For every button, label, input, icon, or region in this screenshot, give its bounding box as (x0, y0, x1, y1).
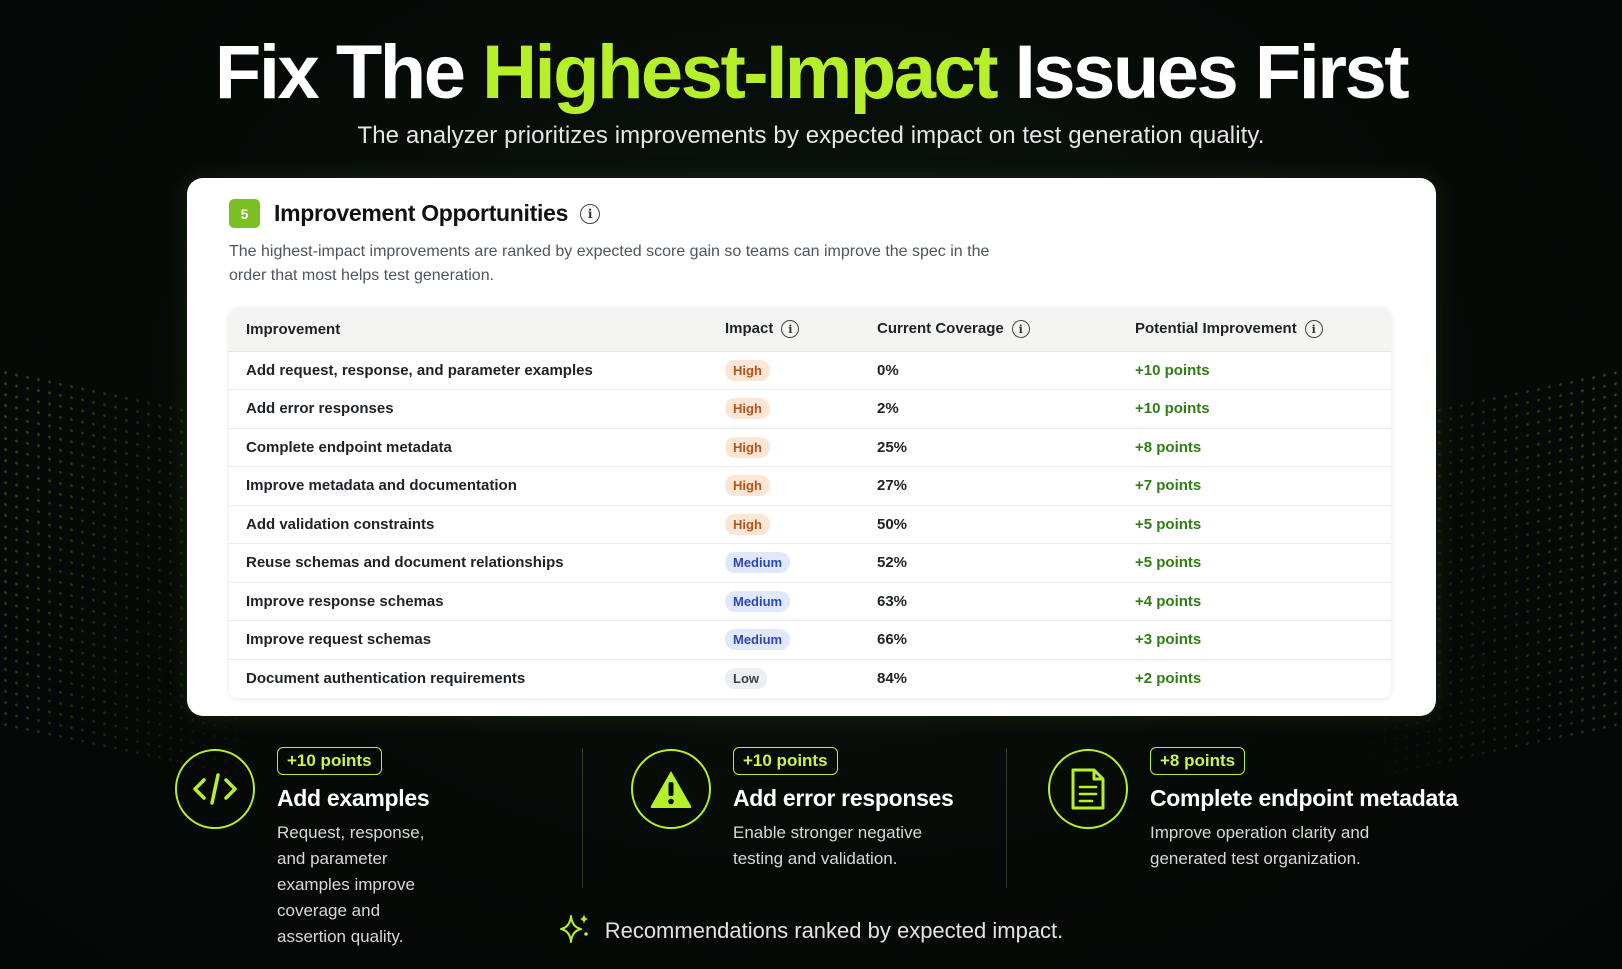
points-badge: +10 points (733, 747, 838, 775)
impact-badge: High (725, 475, 770, 497)
cell-potential: +3 points (1118, 620, 1391, 660)
points-badge: +8 points (1150, 747, 1246, 775)
table-row: Improve metadata and documentation High 27… (229, 466, 1391, 506)
cell-improvement: Add error responses (229, 389, 708, 429)
table-body: Add request, response, and parameter exa… (229, 351, 1391, 698)
points-badge: +10 points (277, 747, 382, 775)
hero-title-pre: Fix The (214, 30, 483, 115)
feature-divider (1006, 748, 1007, 888)
cell-improvement: Improve response schemas (229, 582, 708, 621)
impact-badge: Medium (725, 590, 791, 612)
sparkles-icon (559, 912, 591, 949)
cell-impact: High (708, 389, 860, 429)
section-number-badge: 5 (229, 199, 260, 228)
cell-improvement: Reuse schemas and document relationships (229, 543, 708, 583)
cell-potential: +10 points (1118, 351, 1391, 390)
impact-badge: High (725, 359, 770, 381)
feature-title: Add error responses (733, 785, 954, 811)
cell-coverage: 63% (860, 582, 1118, 621)
table-row: Improve request schemas Medium 66% +3 point… (229, 620, 1391, 660)
cell-improvement: Improve metadata and documentation (229, 466, 708, 506)
cell-coverage: 52% (860, 543, 1118, 583)
header-impact: Impact i (708, 308, 860, 352)
table-header-row: Improvement Impact i Current Coverage i Po… (229, 308, 1391, 352)
cell-coverage: 84% (877, 670, 908, 687)
opportunities-table: Improvement Impact i Current Coverage i Po… (229, 308, 1391, 698)
cell-improvement: Improve request schemas (229, 620, 708, 660)
cell-potential: +5 points (1118, 505, 1391, 544)
cell-impact: Medium (708, 620, 860, 660)
hero-subtitle: The analyzer prioritizes improvements by… (357, 122, 1265, 149)
cell-impact: Medium (708, 582, 860, 621)
header-potential: Potential Improvement i (1118, 308, 1391, 352)
header-improvement: Improvement (229, 308, 708, 352)
feature-title: Add examples (277, 785, 430, 811)
table-row: Complete endpoint metadata High 25% +8 poin… (229, 428, 1391, 467)
header-coverage: Current Coverage i (860, 308, 1118, 352)
cell-impact: Medium (708, 543, 860, 583)
cell-potential: +4 points (1118, 582, 1391, 621)
cell-coverage: 50% (860, 505, 1118, 544)
impact-badge: Medium (725, 629, 791, 651)
footer: Recommendations ranked by expected impac… (0, 912, 1622, 949)
cell-impact: High (708, 505, 860, 544)
cell-potential: +5 points (1118, 543, 1391, 583)
feature-divider (582, 748, 583, 888)
impact-badge: Medium (725, 552, 791, 574)
warning-icon (631, 749, 711, 829)
cell-impact: Low (708, 659, 860, 698)
table-row: Improve response schemas Medium 63% +4 poin… (229, 582, 1391, 621)
code-icon (175, 749, 255, 829)
table-row: Add error responses High 2% +10 points (229, 389, 1391, 429)
cell-improvement: Document authentication requirements (246, 670, 526, 687)
cell-impact: High (708, 466, 860, 506)
cell-impact: High (708, 428, 860, 467)
hero-title: Fix The Highest-Impact Issues First (0, 28, 1622, 118)
feature-description: Request, response, and parameter example… (277, 823, 425, 946)
impact-badge: High (725, 513, 770, 535)
cell-potential: +8 points (1118, 428, 1391, 467)
cell-potential: +2 points (1135, 670, 1202, 687)
impact-badge: High (725, 436, 770, 458)
impact-badge: High (725, 398, 770, 420)
cell-improvement: Complete endpoint metadata (229, 428, 708, 467)
feature-title: Complete endpoint metadata (1150, 785, 1458, 811)
info-icon[interactable]: i (1304, 320, 1323, 339)
cell-potential: +10 points (1118, 389, 1391, 429)
cell-coverage: 2% (860, 389, 1118, 429)
hero-title-accent: Highest-Impact (482, 30, 998, 115)
hero-title-post: Issues First (996, 30, 1410, 115)
table-row: Reuse schemas and document relationships… (229, 543, 1391, 583)
cell-potential: +7 points (1118, 466, 1391, 506)
cell-coverage: 27% (860, 466, 1118, 506)
cell-improvement: Add validation constraints (229, 505, 708, 544)
table-row: Document authentication requirements Low 8… (229, 659, 1391, 698)
footer-text: Recommendations ranked by expected impac… (604, 917, 1064, 943)
cell-coverage: 0% (860, 351, 1118, 390)
info-icon[interactable]: i (1011, 320, 1030, 339)
info-icon[interactable]: i (580, 203, 601, 224)
table-row: Add request, response, and parameter exa… (229, 351, 1391, 390)
feature-description: Enable stronger negative testing and val… (733, 823, 923, 868)
cell-coverage: 66% (860, 620, 1118, 660)
card-title: Improvement Opportunities (274, 200, 569, 226)
improvement-card: 5 Improvement Opportunities i The highes… (187, 178, 1436, 716)
info-icon[interactable]: i (781, 320, 800, 339)
feature-description: Improve operation clarity and generated … (1150, 823, 1370, 868)
card-description: The highest-impact improvements are rank… (229, 243, 990, 284)
cell-coverage: 25% (860, 428, 1118, 467)
document-icon (1048, 749, 1128, 829)
cell-impact: High (708, 351, 860, 390)
cell-improvement: Add request, response, and parameter exa… (229, 351, 708, 390)
table-row: Add validation constraints High 50% +5 poin… (229, 505, 1391, 544)
card-header: 5 Improvement Opportunities i (229, 199, 601, 228)
impact-badge: Low (725, 668, 767, 689)
